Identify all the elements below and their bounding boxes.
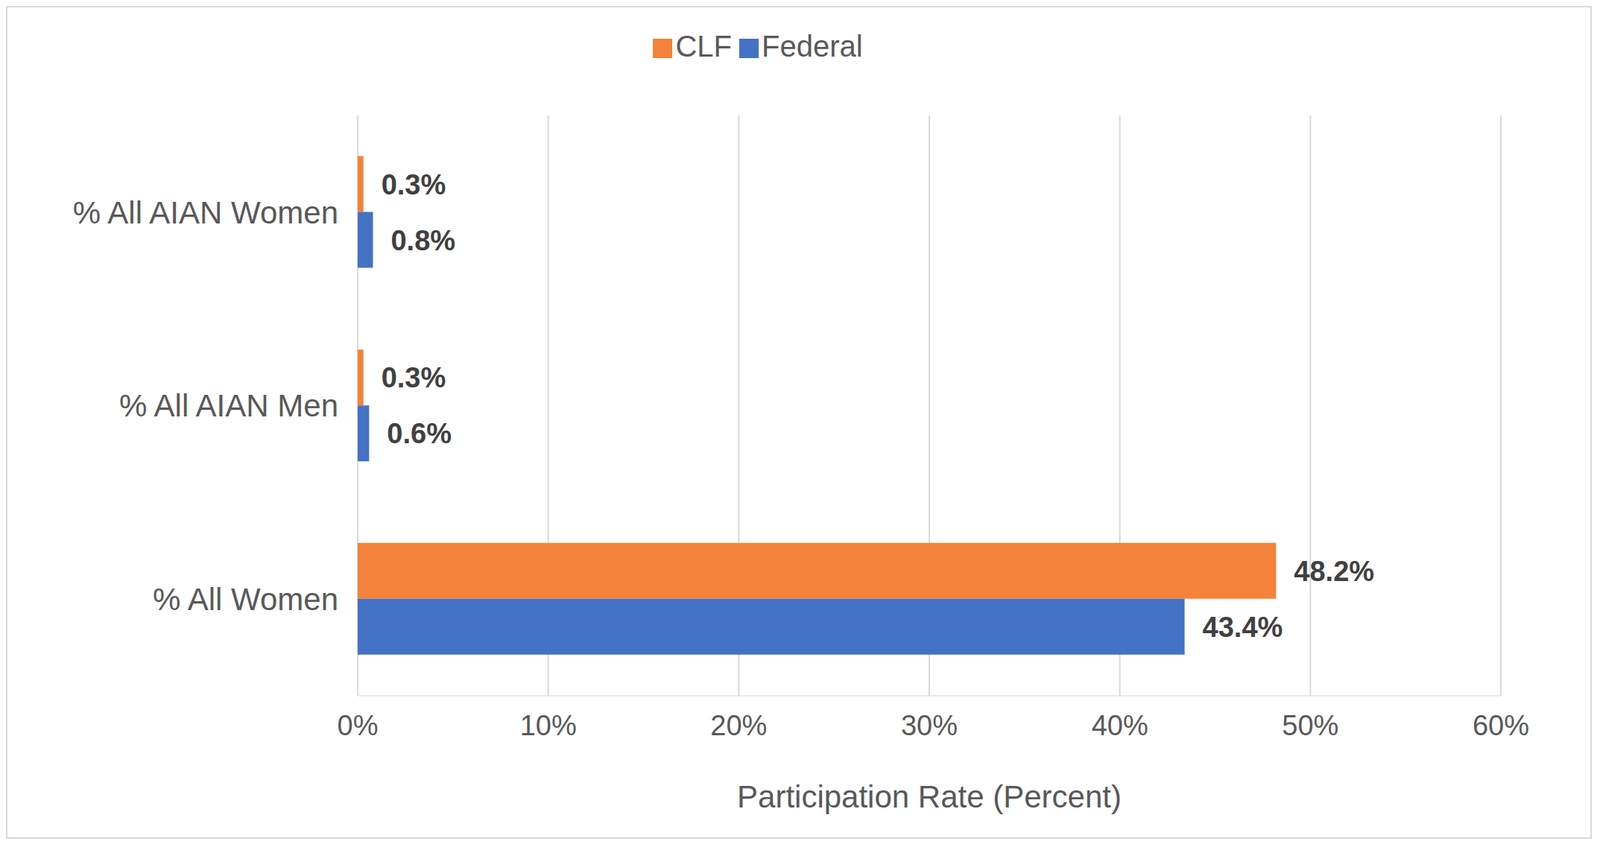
svg-text:0.3%: 0.3% xyxy=(381,169,447,201)
svg-text:43.4%: 43.4% xyxy=(1202,611,1284,644)
svg-text:30%: 30% xyxy=(900,710,958,742)
svg-text:% All AIAN Women: % All AIAN Women xyxy=(73,195,339,231)
svg-text:50%: 50% xyxy=(1281,710,1339,742)
svg-text:0%: 0% xyxy=(337,710,379,742)
svg-text:48.2%: 48.2% xyxy=(1293,555,1375,588)
svg-text:40%: 40% xyxy=(1091,710,1149,742)
svg-text:% All Women: % All Women xyxy=(152,582,339,618)
html-text:Federal: Federal xyxy=(761,29,863,63)
svg-text:0.8%: 0.8% xyxy=(390,225,456,257)
svg-text:60%: 60% xyxy=(1472,710,1530,742)
svg-text:Participation Rate (Percent): Participation Rate (Percent) xyxy=(737,779,1122,815)
svg-text:% All AIAN Men: % All AIAN Men xyxy=(119,388,339,424)
svg-text:20%: 20% xyxy=(710,710,767,742)
svg-text:0.3%: 0.3% xyxy=(381,362,447,394)
html-text:CLF: CLF xyxy=(675,29,732,63)
svg-text:0.6%: 0.6% xyxy=(386,418,452,450)
svg-text:10%: 10% xyxy=(520,710,577,742)
